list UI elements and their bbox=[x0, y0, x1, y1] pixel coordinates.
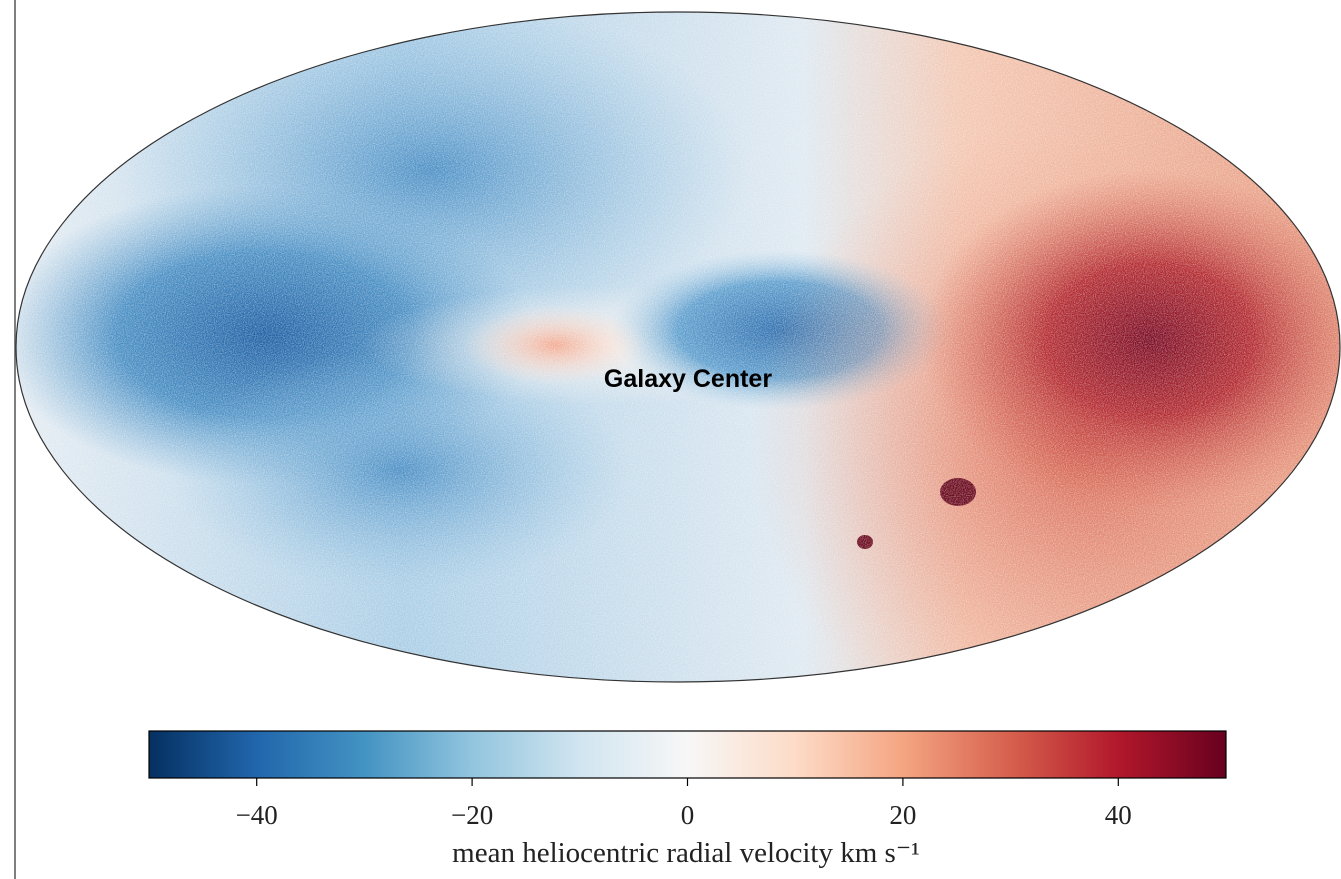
map-outline bbox=[15, 11, 1341, 683]
tick-label: −40 bbox=[236, 800, 278, 830]
sky-map bbox=[16, 12, 1340, 682]
tick-label: 0 bbox=[681, 800, 695, 830]
tick-label: 40 bbox=[1105, 800, 1132, 830]
colorbar bbox=[148, 730, 1227, 779]
tick-label: −20 bbox=[451, 800, 493, 830]
tick-label: 20 bbox=[889, 800, 916, 830]
colorbar-label: mean heliocentric radial velocity km s⁻¹ bbox=[452, 837, 920, 869]
annotation: Galaxy Center bbox=[604, 365, 772, 393]
